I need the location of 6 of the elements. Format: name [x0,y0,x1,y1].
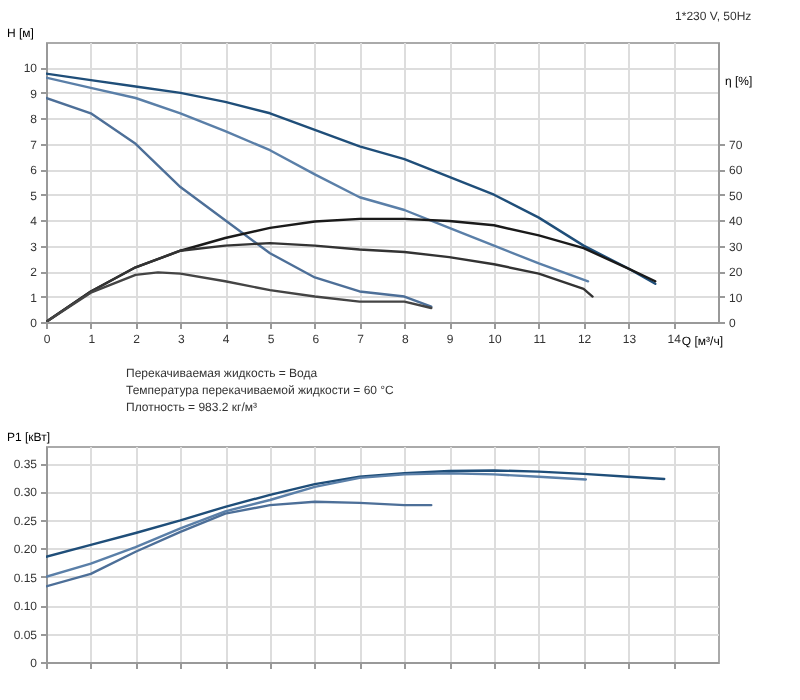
line-series [46,271,433,322]
line-series [46,96,433,308]
line-series [46,472,588,578]
line-series [46,241,594,322]
line-series [46,469,666,559]
line-series [46,500,433,588]
